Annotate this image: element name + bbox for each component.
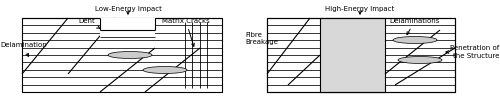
- Text: Fibre
Breakage: Fibre Breakage: [245, 32, 278, 45]
- Text: Delamination: Delamination: [0, 42, 47, 56]
- Text: Low-Energy Impact: Low-Energy Impact: [94, 6, 162, 12]
- Bar: [320, 18, 385, 92]
- Ellipse shape: [143, 67, 187, 73]
- Bar: [100, 18, 155, 30]
- Text: Penetration of
the Structure: Penetration of the Structure: [446, 46, 499, 59]
- Text: Dent: Dent: [78, 18, 100, 28]
- Text: Delaminations: Delaminations: [390, 18, 440, 35]
- Bar: [22, 18, 222, 92]
- Ellipse shape: [393, 37, 437, 43]
- Ellipse shape: [398, 57, 442, 63]
- Bar: [267, 18, 455, 92]
- Text: Matrix Cracks: Matrix Cracks: [162, 18, 210, 46]
- Bar: [100, 30, 155, 37]
- Text: High-Energy Impact: High-Energy Impact: [326, 6, 394, 12]
- Ellipse shape: [108, 51, 152, 59]
